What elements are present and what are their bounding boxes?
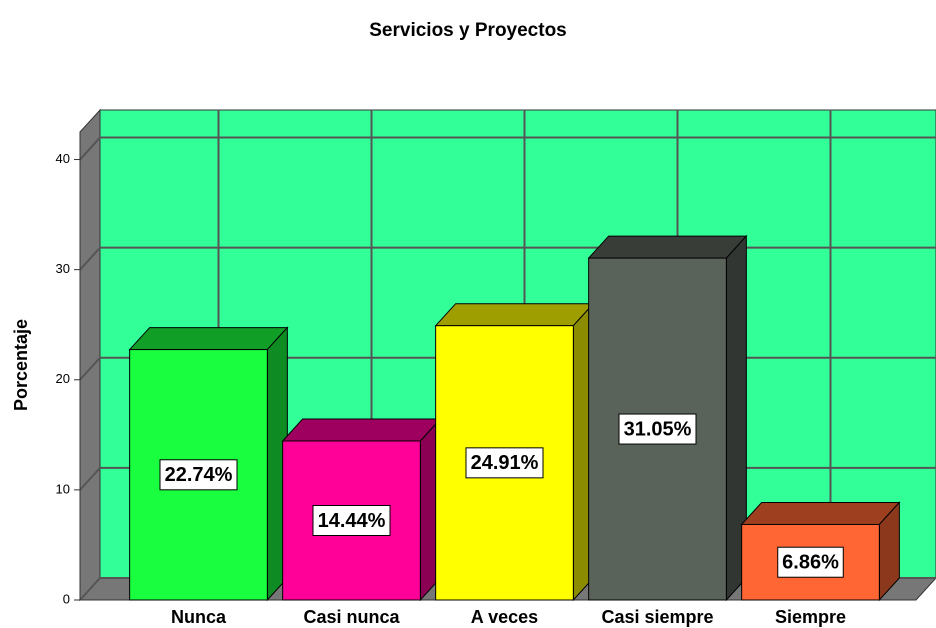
y-axis-label: Porcentaje bbox=[11, 319, 31, 411]
y-tick-label: 10 bbox=[56, 481, 70, 496]
y-tick-label: 0 bbox=[63, 591, 70, 606]
value-label: 14.44% bbox=[318, 510, 386, 532]
value-label: 31.05% bbox=[624, 418, 692, 440]
grid-line bbox=[79, 136, 936, 161]
y-tick-label: 40 bbox=[56, 151, 70, 166]
bar-top bbox=[587, 235, 748, 259]
y-tick-label: 30 bbox=[56, 261, 70, 276]
value-label-box bbox=[618, 413, 697, 445]
bar-top bbox=[128, 327, 289, 351]
value-label: 22.74% bbox=[165, 464, 233, 486]
x-tick-label: Nunca bbox=[171, 607, 227, 627]
chart-title: Servicios y Proyectos bbox=[369, 20, 567, 41]
x-tick-label: A veces bbox=[471, 607, 538, 627]
x-tick-label: Casi siempre bbox=[601, 607, 713, 627]
value-label-box bbox=[777, 546, 844, 578]
left-wall bbox=[79, 108, 101, 602]
bar-top bbox=[740, 501, 901, 525]
value-label-box bbox=[159, 459, 238, 491]
bar-top bbox=[434, 303, 595, 327]
value-label: 24.91% bbox=[471, 452, 539, 474]
x-tick-label: Casi nunca bbox=[303, 607, 400, 627]
value-label: 6.86% bbox=[782, 552, 839, 574]
x-tick-label: Siempre bbox=[775, 607, 846, 627]
bar-top bbox=[281, 418, 442, 442]
value-label-box bbox=[465, 447, 544, 479]
bar bbox=[128, 326, 289, 602]
y-tick-label: 20 bbox=[56, 371, 70, 386]
value-label-box bbox=[312, 504, 391, 536]
